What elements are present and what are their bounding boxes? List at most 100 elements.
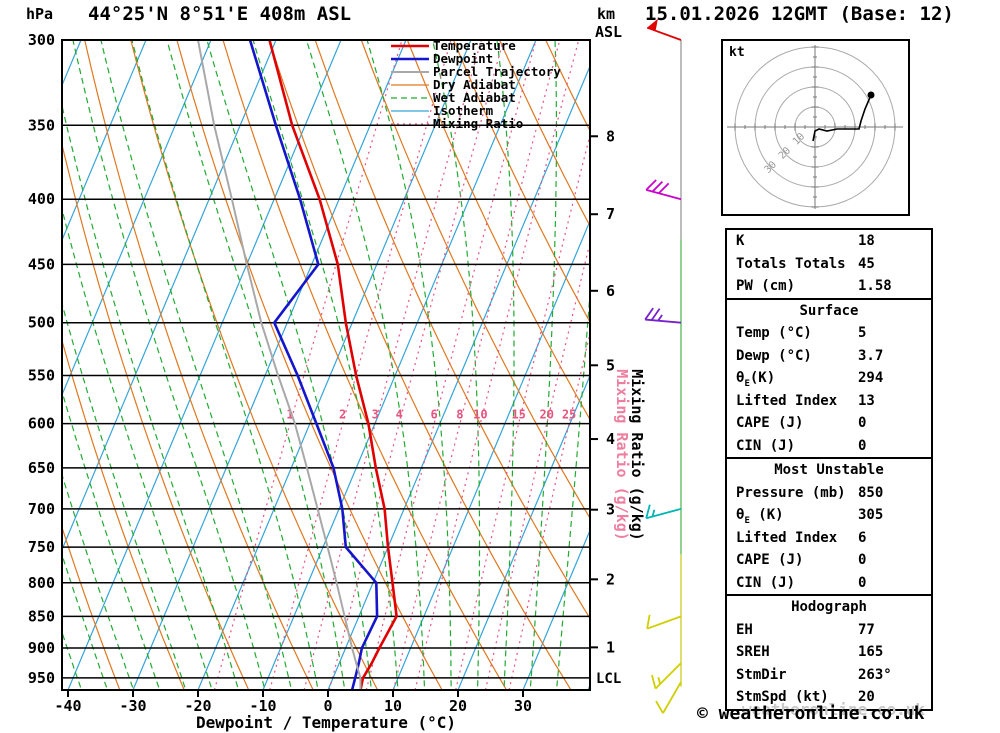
stat-value: 0 bbox=[858, 437, 867, 454]
dry-adiabat-lines bbox=[62, 40, 590, 690]
km-tick-label: 1 bbox=[606, 638, 615, 656]
mixing-ratio-axis-title-pink: Mixing Ratio (g/kg) bbox=[613, 369, 631, 541]
stat-value: 263° bbox=[858, 666, 892, 683]
mixing-ratio-value-label: 6 bbox=[431, 408, 438, 422]
legend-label: Isotherm bbox=[433, 103, 494, 118]
stat-value: 45 bbox=[858, 255, 875, 272]
stat-value: 850 bbox=[858, 484, 884, 501]
altitude-axis-unit-asl: ASL bbox=[595, 23, 623, 41]
stat-label: Dewp (°C) bbox=[736, 347, 812, 364]
legend-label: Mixing Ratio bbox=[433, 116, 523, 131]
wet-adiabat-lines bbox=[62, 40, 590, 690]
pressure-axis-unit: hPa bbox=[26, 5, 54, 23]
legend-label: Dewpoint bbox=[433, 51, 493, 66]
stat-label: SREH bbox=[736, 644, 770, 660]
temp-tick-label: 20 bbox=[449, 697, 467, 715]
temp-tick-label: 0 bbox=[323, 697, 332, 715]
stat-label: K bbox=[736, 233, 745, 249]
pressure-tick-label: 700 bbox=[28, 500, 55, 518]
background-field-lines bbox=[62, 40, 590, 690]
mixing-ratio-value-label: 2 bbox=[339, 408, 346, 422]
stat-label: CAPE (J) bbox=[736, 415, 804, 431]
stats-section: Most Unstable Pressure (mb) 850 θE (K) 305 Li… bbox=[727, 457, 931, 594]
stat-row: Lifted Index 13 bbox=[727, 390, 931, 413]
temp-tick-label: -40 bbox=[54, 697, 81, 715]
temp-tick-label: -20 bbox=[184, 697, 211, 715]
stat-label: θE (K) bbox=[736, 507, 784, 526]
km-tick-label: 7 bbox=[606, 205, 615, 223]
stat-label: EH bbox=[736, 621, 753, 638]
mixing-ratio-value-label: 25 bbox=[562, 408, 576, 422]
stat-row: θE(K) 294 bbox=[727, 367, 931, 390]
pressure-tick-label: 300 bbox=[28, 31, 55, 49]
stat-value: 77 bbox=[858, 621, 875, 638]
model-run-datetime: 15.01.2026 12GMT (Base: 12) bbox=[645, 3, 954, 25]
pressure-gridlines bbox=[62, 39, 590, 679]
x-axis-title: Dewpoint / Temperature (°C) bbox=[196, 713, 456, 732]
temp-tick-label: 30 bbox=[514, 697, 532, 715]
mixing-ratio-value-label: 10 bbox=[473, 408, 487, 422]
stat-label: CIN (J) bbox=[736, 574, 796, 591]
wind-barb bbox=[646, 614, 682, 630]
hodograph-trace bbox=[812, 94, 872, 142]
km-axis: 8 7 6 5 4 3 2 1 LCL bbox=[590, 127, 621, 687]
stat-label: Pressure (mb) bbox=[736, 484, 846, 501]
mixing-ratio-axis-title-black: Mixing Ratio (g/kg) bbox=[628, 369, 646, 541]
dewpoint-curve bbox=[248, 40, 379, 690]
stat-row: Temp (°C) 5 bbox=[727, 322, 931, 345]
hodograph-axes bbox=[727, 45, 903, 209]
stat-value: 1.58 bbox=[858, 278, 892, 294]
mixing-ratio-value-label: 20 bbox=[540, 408, 554, 422]
stat-label: PW (cm) bbox=[736, 278, 796, 294]
stat-label: Temp (°C) bbox=[736, 325, 812, 341]
wind-barb-column bbox=[644, 18, 682, 714]
hodograph-storm-marker bbox=[867, 91, 875, 99]
temp-tick-label: 10 bbox=[384, 697, 402, 715]
km-tick-label: 5 bbox=[606, 356, 615, 374]
isotherm-lines bbox=[62, 40, 590, 690]
km-tick-label: 4 bbox=[606, 430, 615, 448]
mixing-ratio-lines bbox=[213, 40, 590, 690]
temp-tick-label: -30 bbox=[119, 697, 146, 715]
stat-row: CIN (J) 0 bbox=[727, 435, 931, 458]
wind-barb bbox=[645, 504, 682, 520]
stats-section: K 18 Totals Totals 45 PW (cm) 1.58 bbox=[727, 230, 931, 298]
pressure-tick-label: 950 bbox=[28, 669, 55, 687]
stat-label: θE(K) bbox=[736, 370, 776, 389]
stat-row: SREH 165 bbox=[727, 641, 931, 664]
stats-section: Hodograph EH 77 SREH 165 StmDir 263° StmSpd (kt… bbox=[727, 594, 931, 709]
copyright-text: © weatheronline.co.uk bbox=[697, 703, 925, 724]
plot-frame bbox=[61, 39, 591, 691]
stat-value: 0 bbox=[858, 574, 867, 591]
stat-value: 20 bbox=[858, 689, 875, 705]
altitude-axis-unit-km: km bbox=[597, 5, 616, 23]
temp-tick-label: -10 bbox=[249, 697, 276, 715]
km-tick-label: 3 bbox=[606, 501, 615, 519]
mixing-ratio-value-label: 15 bbox=[511, 408, 525, 422]
stat-label: Lifted Index bbox=[736, 392, 838, 409]
km-tick-label: 2 bbox=[606, 570, 615, 588]
legend-label: Dry Adiabat bbox=[433, 77, 516, 92]
stat-value: 18 bbox=[858, 233, 875, 249]
temperature-axis: -40 -30 -20 -10 0 10 20 30 Dewpoint / Temperatur… bbox=[54, 690, 532, 732]
wind-barb bbox=[645, 179, 682, 201]
legend-label: Parcel Trajectory bbox=[433, 64, 561, 79]
stat-row: CAPE (J) 0 bbox=[727, 549, 931, 572]
mixing-ratio-value-label: 4 bbox=[396, 408, 403, 422]
mixing-ratio-axis-title: Mixing Ratio (g/kg)Mixing Ratio (g/kg) bbox=[613, 369, 646, 541]
stat-value: 3.7 bbox=[858, 347, 884, 364]
legend-label: Wet Adiabat bbox=[433, 90, 516, 105]
stat-label: Lifted Index bbox=[736, 529, 838, 546]
pressure-tick-label: 750 bbox=[28, 538, 55, 556]
mixing-ratio-value-label: 8 bbox=[456, 408, 463, 422]
stat-row: Pressure (mb) 850 bbox=[727, 482, 931, 505]
stat-value: 5 bbox=[858, 325, 867, 341]
stat-value: 6 bbox=[858, 529, 867, 546]
stat-value: 165 bbox=[858, 644, 884, 660]
km-tick-label: 6 bbox=[606, 282, 615, 300]
stat-row: CAPE (J) 0 bbox=[727, 412, 931, 435]
mixing-ratio-value-label: 3 bbox=[372, 408, 379, 422]
wind-barb bbox=[644, 307, 682, 324]
